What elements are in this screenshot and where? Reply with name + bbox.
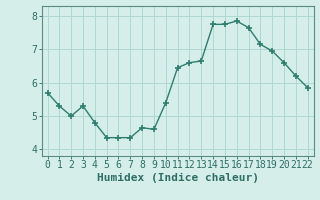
X-axis label: Humidex (Indice chaleur): Humidex (Indice chaleur): [97, 173, 259, 183]
